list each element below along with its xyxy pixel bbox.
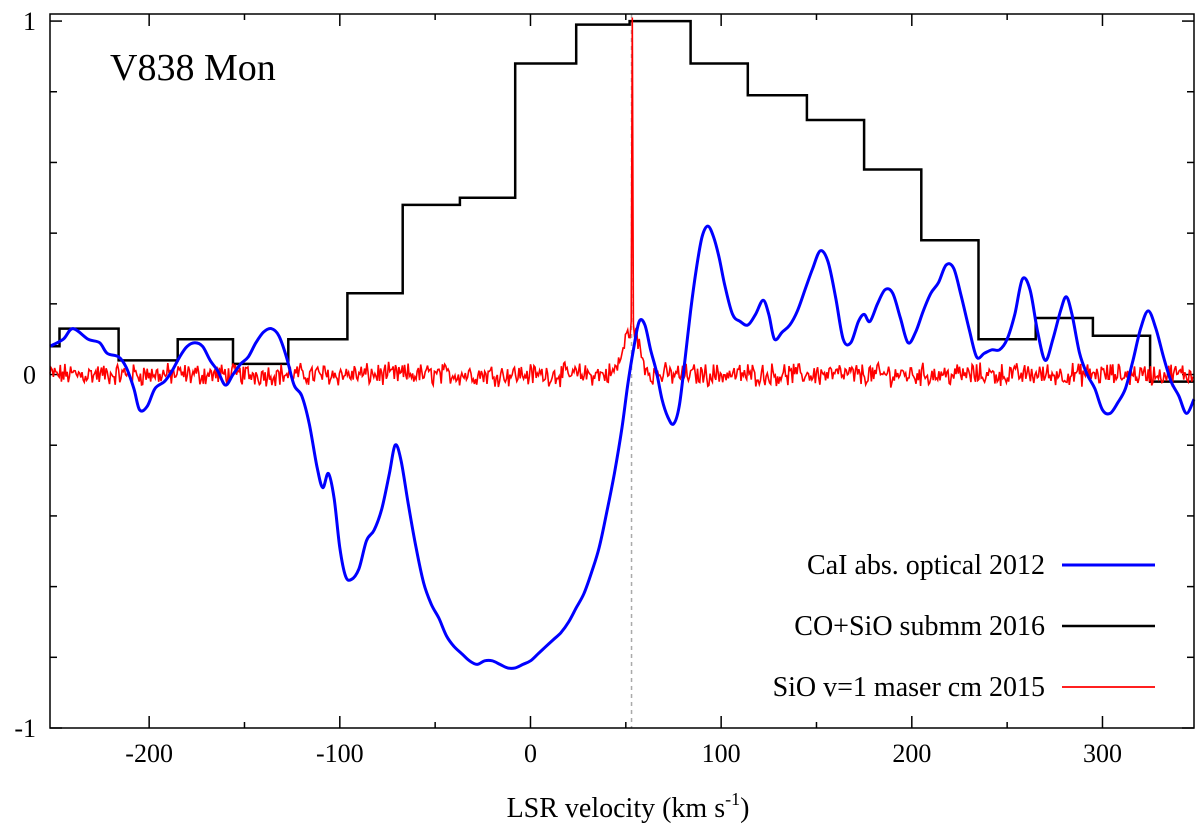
co-sio-submm-line — [50, 19, 1194, 383]
legend-entry-co-sio: CO+SiO submm 2016 — [794, 611, 1155, 642]
legend: CaI abs. optical 2012 CO+SiO submm 2016 … — [773, 550, 1155, 703]
legend-label-cai: CaI abs. optical 2012 — [807, 550, 1045, 581]
plot-area — [49, 13, 1196, 729]
chart-title: V838 Mon — [110, 47, 276, 89]
x-tick-label: 200 — [892, 739, 931, 768]
legend-label-co-sio: CO+SiO submm 2016 — [794, 611, 1045, 642]
y-tick-labels: -1 0 1 — [14, 7, 36, 743]
x-tick-labels: -200 -100 0 100 200 300 — [125, 739, 1122, 768]
legend-label-sio-maser: SiO v=1 maser cm 2015 — [773, 672, 1045, 703]
plot-frame — [49, 13, 1195, 729]
y-tick-label: -1 — [14, 714, 36, 743]
x-axis-label-main: LSR velocity (km s — [507, 793, 726, 824]
minor-ticks — [50, 14, 1194, 728]
x-tick-label: -200 — [125, 739, 173, 768]
legend-entry-cai: CaI abs. optical 2012 — [807, 550, 1155, 581]
x-axis-label-tail: ) — [740, 793, 749, 824]
legend-entry-sio-maser: SiO v=1 maser cm 2015 — [773, 672, 1155, 703]
x-tick-label: -100 — [316, 739, 364, 768]
x-axis-label-sup: -1 — [725, 789, 740, 809]
x-tick-label: 300 — [1083, 739, 1122, 768]
y-tick-label: 1 — [23, 7, 36, 36]
x-tick-label: 0 — [524, 739, 537, 768]
x-axis-label: LSR velocity (km s-1) — [507, 789, 750, 824]
cai-optical-line — [49, 224, 1196, 670]
x-tick-label: 100 — [702, 739, 741, 768]
y-tick-label: 0 — [23, 361, 36, 390]
sio-maser-line — [49, 17, 1194, 389]
